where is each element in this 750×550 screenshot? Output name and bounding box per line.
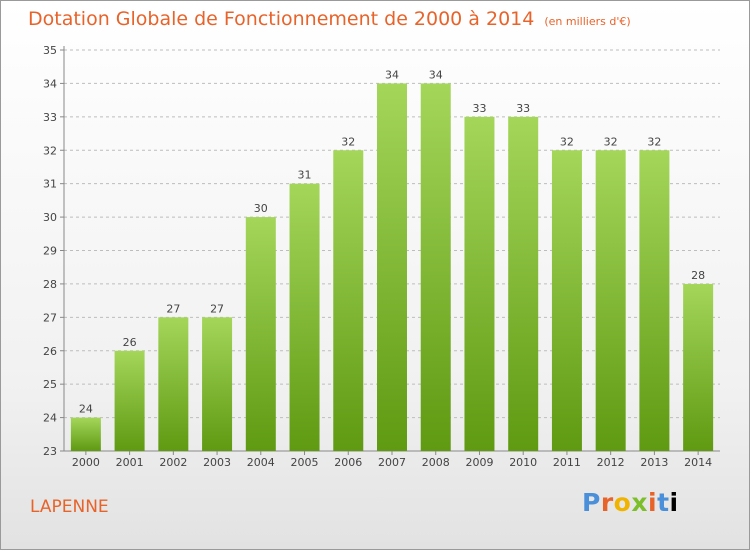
bar-2013	[639, 150, 670, 451]
data-label: 28	[691, 269, 705, 282]
y-tick-label: 23	[43, 445, 57, 458]
x-tick-label: 2012	[597, 456, 625, 469]
y-tick-label: 24	[43, 412, 57, 425]
data-label: 34	[385, 68, 399, 81]
bars	[70, 83, 714, 452]
chart-subtitle: (en milliers d'€)	[544, 15, 631, 28]
logo-letter: i	[669, 488, 679, 517]
x-tick-label: 2003	[203, 456, 231, 469]
y-tick-label: 25	[43, 378, 57, 391]
y-tick-label: 29	[43, 245, 57, 258]
y-tick-label: 26	[43, 345, 57, 358]
x-tick-label: 2008	[422, 456, 450, 469]
data-label: 32	[560, 135, 574, 148]
data-label: 30	[254, 202, 268, 215]
x-tick-label: 2013	[640, 456, 668, 469]
bar-2002	[158, 317, 189, 451]
x-tick-label: 2009	[465, 456, 493, 469]
data-label: 27	[166, 302, 180, 315]
logo-letter: o	[613, 488, 632, 517]
bar-2004	[245, 217, 276, 451]
bar-2001	[114, 350, 145, 451]
y-tick-label: 28	[43, 278, 57, 291]
data-label: 34	[429, 68, 443, 81]
data-label: 26	[123, 336, 137, 349]
x-tick-label: 2002	[159, 456, 187, 469]
proxiti-logo[interactable]: Proxiti	[582, 488, 679, 517]
data-label: 33	[472, 102, 486, 115]
y-tick-label: 33	[43, 111, 57, 124]
bar-2000	[70, 417, 101, 451]
y-tick-label: 30	[43, 211, 57, 224]
bar-2010	[508, 116, 539, 451]
x-tick-label: 2005	[291, 456, 319, 469]
x-tick-label: 2011	[553, 456, 581, 469]
logo-letter: i	[648, 488, 658, 517]
x-tick-label: 2007	[378, 456, 406, 469]
data-label: 32	[647, 135, 661, 148]
x-tick-label: 2010	[509, 456, 537, 469]
bar-2006	[333, 150, 364, 451]
x-tick-label: 2004	[247, 456, 275, 469]
data-label: 32	[341, 135, 355, 148]
logo-letter: x	[631, 488, 648, 517]
bar-2005	[289, 183, 320, 451]
chart-title-text: Dotation Globale de Fonctionnement de 20…	[28, 8, 535, 30]
data-label: 33	[516, 102, 530, 115]
x-tick-label: 2001	[116, 456, 144, 469]
logo-letter: r	[600, 488, 614, 517]
axes: 23 24 25 26 27 28 29 30 31 32 33 34 35 2000 2001 2002 20…	[43, 44, 720, 469]
logo-letter: t	[657, 488, 670, 517]
bar-2003	[202, 317, 233, 451]
commune-name: LAPENNE	[30, 497, 109, 517]
y-tick-label: 32	[43, 144, 57, 157]
bar-2012	[595, 150, 626, 451]
bar-2008	[420, 83, 451, 452]
data-labels: 24 26 27 27 30 31 32 34 34 33 33 32 32 32 28	[79, 68, 705, 415]
y-tick-label: 34	[43, 77, 57, 90]
x-tick-label: 2014	[684, 456, 712, 469]
chart-title: Dotation Globale de Fonctionnement de 20…	[28, 8, 631, 30]
bar-2014	[683, 283, 714, 451]
bar-2009	[464, 116, 495, 451]
data-label: 32	[604, 135, 618, 148]
data-label: 27	[210, 302, 224, 315]
y-tick-label: 27	[43, 311, 57, 324]
logo-letter: P	[582, 488, 601, 517]
bar-2011	[551, 150, 582, 451]
y-tick-label: 35	[43, 44, 57, 57]
x-tick-label: 2000	[72, 456, 100, 469]
y-tick-label: 31	[43, 178, 57, 191]
data-label: 31	[298, 169, 312, 182]
data-label: 24	[79, 403, 93, 416]
x-tick-label: 2006	[334, 456, 362, 469]
bar-2007	[377, 83, 407, 452]
